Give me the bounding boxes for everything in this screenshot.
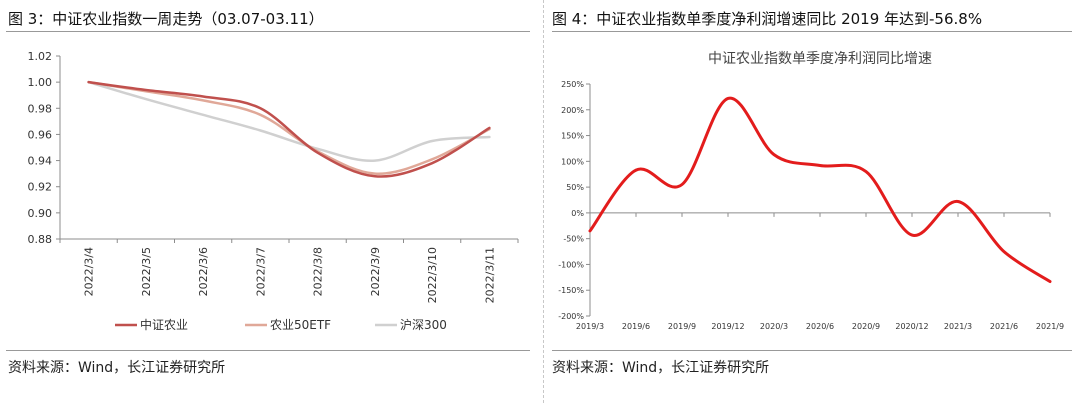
- x-tick-label: 2022/3/5: [140, 247, 153, 296]
- figure-4-bottom-rule: [552, 350, 1072, 351]
- x-tick-label: 2021/6: [990, 322, 1018, 331]
- growth-series-line: [588, 96, 1052, 283]
- x-tick-label: 2021/3: [944, 322, 972, 331]
- y-tick-label: -100%: [558, 260, 584, 269]
- legend-hs300-label: 沪深300: [400, 318, 447, 332]
- legend-agri50etf-label: 农业50ETF: [270, 318, 331, 332]
- x-tick-label: 2022/3/9: [369, 247, 382, 296]
- figure-3-top-rule: [6, 31, 530, 32]
- legend-zhongzheng-agri-label: 中证农业: [140, 317, 188, 332]
- y-tick-label: 0%: [571, 209, 584, 218]
- y-tick-label: 0.88: [28, 233, 53, 246]
- x-tick-label: 2022/3/8: [312, 247, 325, 296]
- x-tick-label: 2022/3/6: [197, 247, 210, 296]
- figure-3-bottom-rule: [6, 350, 530, 351]
- figure-4-title: 图 4：中证农业指数单季度净利润增速同比 2019 年达到-56.8%: [552, 10, 983, 28]
- x-tick-label: 2022/3/4: [83, 247, 96, 296]
- x-tick-label: 2019/6: [622, 322, 650, 331]
- chart-title: 中证农业指数单季度净利润同比增速: [708, 51, 932, 67]
- y-tick-label: 1.00: [28, 76, 53, 89]
- x-tick-label: 2022/3/11: [483, 247, 496, 303]
- x-tick-label: 2019/9: [668, 322, 696, 331]
- y-tick-label: 0.98: [28, 102, 53, 115]
- x-tick-label: 2019/12: [711, 322, 744, 331]
- y-tick-label: -50%: [563, 235, 584, 244]
- y-tick-label: 200%: [561, 106, 584, 115]
- y-tick-label: -150%: [558, 286, 584, 295]
- y-tick-label: 0.90: [28, 207, 53, 220]
- figure-4-source: 资料来源：Wind，长江证券研究所: [552, 360, 770, 376]
- figure-4-top-rule: [552, 31, 1072, 32]
- y-tick-label: 1.02: [28, 50, 53, 63]
- y-tick-label: 0.96: [28, 128, 53, 141]
- x-tick-label: 2020/6: [806, 322, 834, 331]
- figure-3-panel: 图 3：中证农业指数一周走势（03.07-03.11） 0.88 0.90 0.92…: [0, 0, 538, 403]
- y-tick-label: 250%: [561, 80, 584, 89]
- y-tick-label: 0.92: [28, 181, 53, 194]
- x-tick-label: 2020/12: [895, 322, 928, 331]
- x-tick-label: 2022/3/10: [426, 247, 439, 303]
- figure-4-panel: 图 4：中证农业指数单季度净利润增速同比 2019 年达到-56.8% 中证农业…: [548, 0, 1080, 403]
- figure-3-title: 图 3：中证农业指数一周走势（03.07-03.11）: [8, 10, 324, 28]
- figure-3-source: 资料来源：Wind，长江证券研究所: [8, 360, 226, 376]
- y-tick-label: 150%: [561, 132, 584, 141]
- y-tick-label: -200%: [558, 312, 584, 321]
- x-tick-label: 2019/3: [576, 322, 604, 331]
- series-line-agri50etf: [87, 80, 491, 175]
- x-tick-label: 2021/9: [1036, 322, 1064, 331]
- x-tick-label: 2020/9: [852, 322, 880, 331]
- figure-4-chart: 中证农业指数单季度净利润同比增速 -200% -150% -100% -50% 0% 50%…: [558, 51, 1064, 331]
- y-tick-label: 0.94: [28, 155, 53, 168]
- y-tick-label: 50%: [566, 183, 584, 192]
- panel-divider: [543, 0, 544, 403]
- y-tick-label: 100%: [561, 157, 584, 166]
- series-line-hs300: [87, 80, 491, 162]
- x-tick-label: 2020/3: [760, 322, 788, 331]
- x-tick-label: 2022/3/7: [254, 247, 267, 296]
- figure-3-chart: 0.88 0.90 0.92 0.94 0.96 0.98 1.00 1.02 2022/3/4…: [28, 50, 519, 332]
- series-line-zhongzheng-agri: [87, 80, 491, 178]
